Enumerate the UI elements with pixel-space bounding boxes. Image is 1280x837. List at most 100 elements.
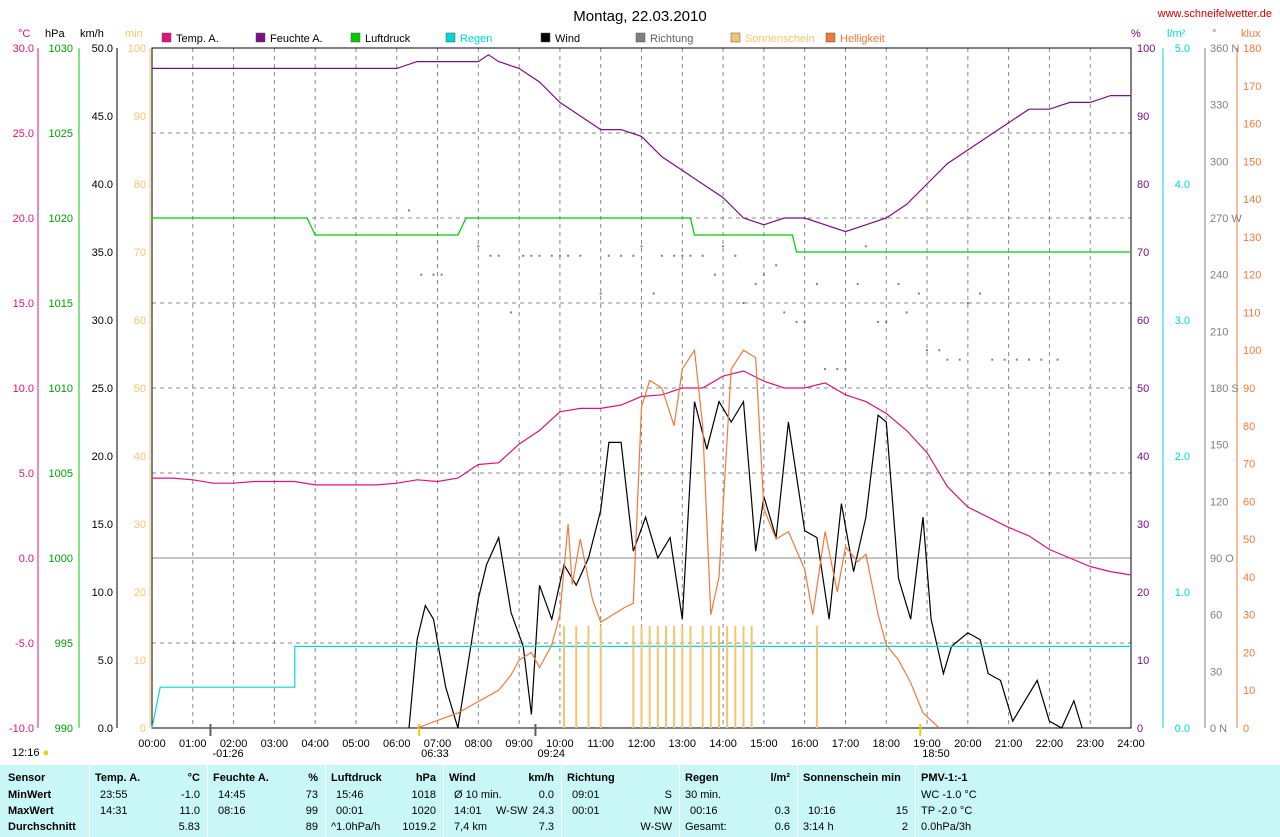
series-richtung-point (1040, 358, 1043, 361)
wind-tick: 35.0 (92, 247, 113, 259)
legend-label: Helligkeit (840, 33, 885, 45)
series-richtung-point (660, 254, 663, 257)
humidity-tick: 40 (1137, 451, 1149, 463)
stats-wind-max: 24.3 (532, 805, 554, 817)
stats-rain-header: Regen (685, 772, 719, 784)
series-richtung-point (497, 254, 500, 257)
stats-temp-min-time: 23:55 (100, 789, 128, 801)
humidity-tick: 30 (1137, 519, 1149, 531)
stats-direction-max-time: 00:01 (572, 805, 600, 817)
series-richtung-point (522, 254, 525, 257)
pressure-tick: 1015 (49, 298, 73, 310)
time-tick: 08:00 (465, 738, 493, 750)
series-richtung-point (979, 292, 982, 295)
series-richtung-point (420, 273, 423, 276)
wind-tick: 30.0 (92, 315, 113, 327)
stats-temp-unit: °C (187, 772, 200, 784)
stats-pressure-max: 1020 (411, 805, 436, 817)
stats-humidity-avg: 89 (305, 821, 318, 833)
time-tick: 06:00 (383, 738, 411, 750)
stats-sunshine-max: 15 (895, 805, 908, 817)
stats-rain-period: 30 min. (685, 789, 722, 801)
pressure-tick: 1000 (49, 553, 73, 565)
humidity-tick: 100 (1137, 43, 1155, 55)
stats-pressure-header: Luftdruck (331, 772, 382, 784)
direction-tick: 150 (1210, 440, 1228, 452)
time-tick: 17:00 (832, 738, 860, 750)
stats-rain-total: 0.6 (774, 821, 790, 833)
series-richtung-point (722, 245, 725, 248)
stats-pmv-dewpoint: TP -2.0 °C (921, 805, 973, 817)
rain-tick: 5.0 (1175, 43, 1190, 55)
series-richtung-point (407, 209, 410, 212)
time-tick: 11:00 (587, 738, 614, 750)
series-richtung-point (844, 368, 847, 371)
sun-tick: 70 (134, 247, 146, 259)
lux-tick: 160 (1243, 119, 1261, 131)
series-richtung-point (775, 264, 778, 267)
series-richtung-point (640, 245, 643, 248)
time-tick: 10:00 (546, 738, 574, 750)
series-richtung-point (938, 349, 941, 352)
sun-tick: 0 (140, 723, 146, 735)
direction-tick: 300 (1210, 156, 1228, 168)
wind-tick: 20.0 (92, 451, 113, 463)
lux-tick: 90 (1243, 383, 1255, 395)
temp-tick: -10.0 (9, 723, 34, 735)
series-richtung-point (681, 254, 684, 257)
series-richtung-point (856, 283, 859, 286)
lux-tick: 50 (1243, 534, 1255, 546)
stats-direction-min-time: 09:01 (572, 789, 600, 801)
time-tick: 07:00 (424, 738, 452, 750)
direction-tick: 360 N (1210, 43, 1239, 55)
series-richtung-point (836, 368, 839, 371)
moonset-time: 12:16 ● (12, 747, 49, 759)
sun-tick: 20 (134, 587, 146, 599)
site-url: www.schneifelwetter.de (1157, 8, 1272, 20)
series-regen-line (151, 645, 1131, 729)
series-richtung-point (620, 254, 623, 257)
lux-tick: 40 (1243, 572, 1255, 584)
direction-tick: 240 (1210, 270, 1228, 282)
stats-pmv-header: PMV-1:-1 (921, 772, 968, 784)
series-richtung-point (567, 254, 570, 257)
wind-tick: 25.0 (92, 383, 113, 395)
lux-tick: 20 (1243, 647, 1255, 659)
stats-sunshine-header: Sonnenschein min (803, 772, 901, 784)
legend-swatch (540, 32, 551, 43)
legend-swatch (730, 32, 741, 43)
moon-icon: ● (42, 747, 50, 759)
temp-tick: 15.0 (13, 298, 34, 310)
humidity-tick: 10 (1137, 655, 1149, 667)
temp-tick: -5.0 (15, 638, 34, 650)
series-luftdruck-line (152, 217, 1131, 253)
stats-row-max: MaxWert (8, 805, 54, 817)
series-richtung-point (1028, 358, 1031, 361)
time-tick: 09:00 (505, 738, 533, 750)
wind-tick: 40.0 (92, 179, 113, 191)
lux-tick: 140 (1243, 194, 1261, 206)
series-richtung-point (599, 292, 602, 295)
stats-humidity-unit: % (308, 772, 318, 784)
humidity-tick: 80 (1137, 179, 1149, 191)
lux-tick: 110 (1243, 307, 1261, 319)
series-temp-a-line (152, 370, 1132, 576)
series-richtung-point (897, 283, 900, 286)
lux-tick: 120 (1243, 270, 1261, 282)
time-tick: 20:00 (954, 738, 982, 750)
legend-label: Wind (555, 33, 580, 45)
series-feuchte-a-line (152, 54, 1131, 233)
series-richtung-point (489, 254, 492, 257)
series-richtung-point (558, 254, 561, 257)
time-tick: 04:00 (301, 738, 329, 750)
series-richtung-point (713, 273, 716, 276)
lux-tick: 60 (1243, 496, 1255, 508)
time-tick: 12:00 (628, 738, 656, 750)
series-richtung-point (550, 254, 553, 257)
time-tick: 15:00 (750, 738, 778, 750)
series-richtung-point (509, 311, 512, 314)
stats-sunshine-max-time: 10:16 (808, 805, 836, 817)
series-richtung-point (946, 358, 949, 361)
sun-tick: 80 (134, 179, 146, 191)
sun-tick: 40 (134, 451, 146, 463)
